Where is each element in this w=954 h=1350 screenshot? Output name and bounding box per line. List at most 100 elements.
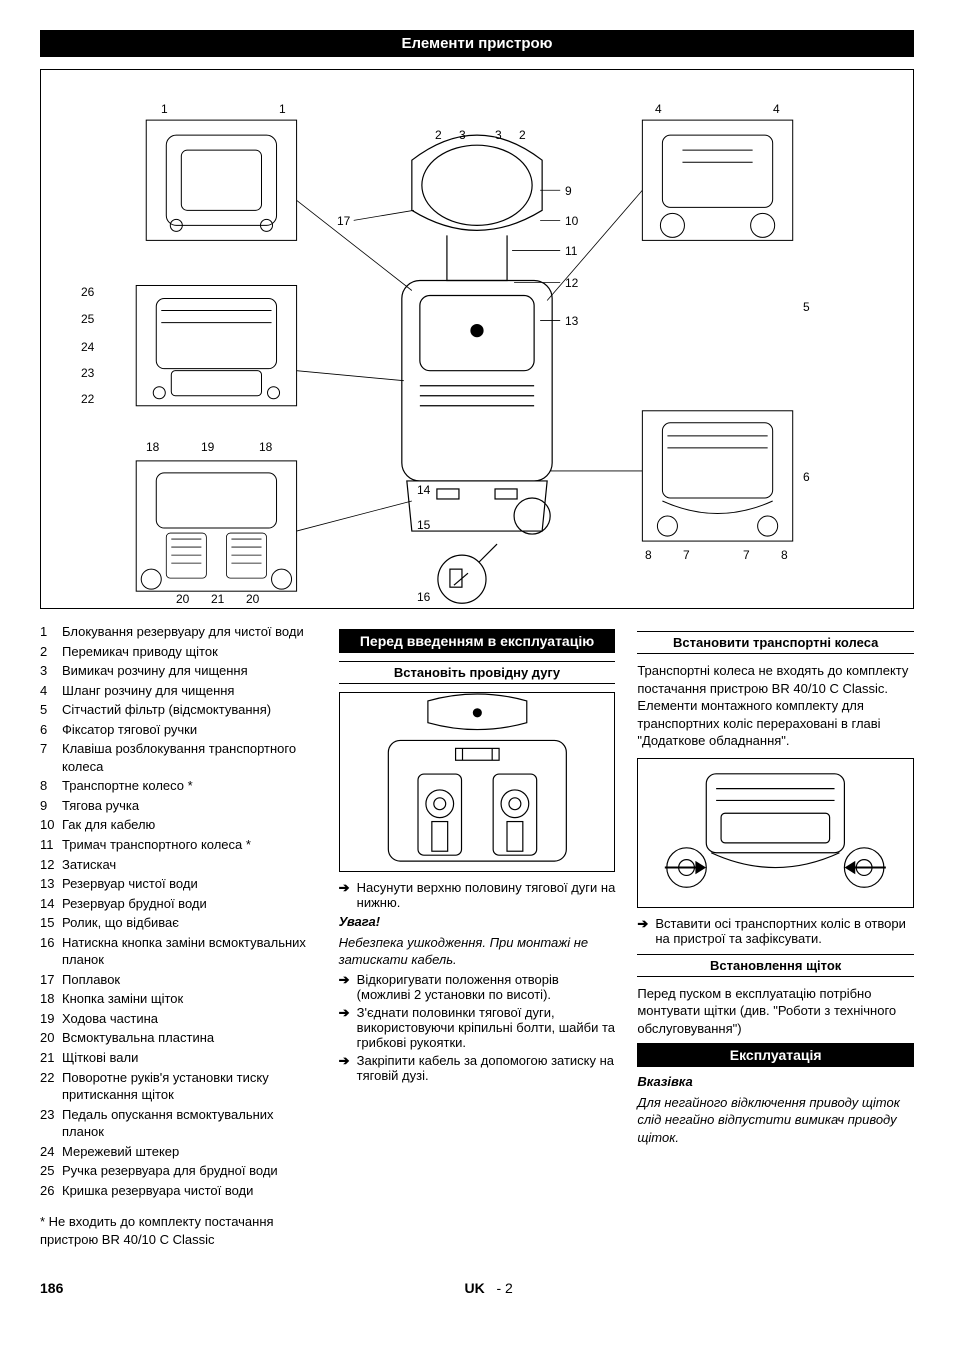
parts-list-column: 1Блокування резервуару для чистої води2П… [40, 623, 317, 1252]
subheading-guide: Встановіть провідну дугу [339, 661, 616, 684]
callout: 25 [81, 312, 94, 326]
parts-list-item: 2Перемикач приводу щіток [40, 643, 317, 661]
part-label: Резервуар чистої води [62, 875, 198, 893]
parts-list-item: 18Кнопка заміни щіток [40, 990, 317, 1008]
part-label: Транспортне колесо * [62, 777, 193, 795]
caution-text: Небезпека ушкодження. При монтажі не зат… [339, 934, 616, 969]
part-label: Натискна кнопка заміни всмоктувальних пл… [62, 934, 317, 969]
parts-list-item: 20Всмоктувальна пластина [40, 1029, 317, 1047]
part-label: Блокування резервуару для чистої води [62, 623, 304, 641]
arrow-icon: ➔ [339, 1053, 357, 1083]
instruction-arrow: ➔ Насунути верхню половину тягової дуги … [339, 880, 616, 910]
parts-list-item: 5Сітчастий фільтр (відсмоктування) [40, 701, 317, 719]
part-label: Фіксатор тягової ручки [62, 721, 197, 739]
part-label: Ручка резервуара для брудної води [62, 1162, 278, 1180]
part-number: 9 [40, 797, 62, 815]
callout: 4 [773, 102, 780, 116]
part-label: Сітчастий фільтр (відсмоктування) [62, 701, 271, 719]
instruction-text: Закріпити кабель за допомогою затиску на… [357, 1053, 616, 1083]
parts-list-item: 8Транспортне колесо * [40, 777, 317, 795]
callout: 4 [655, 102, 662, 116]
part-label: Кришка резервуара чистої води [62, 1182, 253, 1200]
instruction-text: Вставити осі транспортних коліс в отвори… [655, 916, 914, 946]
arrow-icon: ➔ [637, 916, 655, 946]
parts-list-item: 22Поворотне руків'я установки тиску прит… [40, 1069, 317, 1104]
instruction-arrow: ➔ Відкоригувати положення отворів (можли… [339, 972, 616, 1002]
part-number: 22 [40, 1069, 62, 1104]
part-number: 2 [40, 643, 62, 661]
callout: 23 [81, 366, 94, 380]
arrow-icon: ➔ [339, 1005, 357, 1050]
part-number: 15 [40, 914, 62, 932]
caution-label: Увага! [339, 914, 380, 929]
part-label: Клавіша розблокування транспортного коле… [62, 740, 317, 775]
part-number: 14 [40, 895, 62, 913]
part-label: Тримач транспортного колеса * [62, 836, 251, 854]
part-number: 18 [40, 990, 62, 1008]
instruction-text: Насунути верхню половину тягової дуги на… [357, 880, 616, 910]
parts-list-item: 6Фіксатор тягової ручки [40, 721, 317, 739]
part-number: 13 [40, 875, 62, 893]
part-number: 7 [40, 740, 62, 775]
footnote-star: * Не входить до комплекту постачання при… [40, 1213, 317, 1248]
part-number: 12 [40, 856, 62, 874]
right-column: Встановити транспортні колеса Транспортн… [637, 623, 914, 1150]
callout: 26 [81, 285, 94, 299]
callout: 19 [201, 440, 214, 454]
arrow-icon: ➔ [339, 880, 357, 910]
wheels-paragraph: Транспортні колеса не входять до комплек… [637, 662, 914, 750]
part-label: Гак для кабелю [62, 816, 155, 834]
parts-list-item: 24Мережевий штекер [40, 1143, 317, 1161]
callout: 8 [781, 548, 788, 562]
parts-list-item: 12Затискач [40, 856, 317, 874]
callout: 16 [417, 590, 430, 604]
parts-list-item: 15Ролик, що відбиває [40, 914, 317, 932]
callout: 2 [435, 128, 442, 142]
part-label: Затискач [62, 856, 116, 874]
part-number: 8 [40, 777, 62, 795]
callout: 8 [645, 548, 652, 562]
part-number: 5 [40, 701, 62, 719]
part-label: Всмоктувальна пластина [62, 1029, 214, 1047]
callout: 21 [211, 592, 224, 606]
note-text: Для негайного відключення приводу щіток … [637, 1094, 914, 1147]
parts-list-item: 25Ручка резервуара для брудної води [40, 1162, 317, 1180]
subheading-brushes: Встановлення щіток [637, 954, 914, 977]
callout: 14 [417, 483, 430, 497]
callout: 10 [565, 214, 578, 228]
parts-list-item: 9Тягова ручка [40, 797, 317, 815]
parts-list-item: 19Ходова частина [40, 1010, 317, 1028]
parts-list-item: 1Блокування резервуару для чистої води [40, 623, 317, 641]
part-label: Мережевий штекер [62, 1143, 179, 1161]
part-label: Щіткові вали [62, 1049, 138, 1067]
part-number: 19 [40, 1010, 62, 1028]
note-label: Вказівка [637, 1074, 692, 1089]
callout: 9 [565, 184, 572, 198]
page-number-left: 186 [40, 1280, 63, 1296]
parts-list-item: 4Шланг розчину для чищення [40, 682, 317, 700]
callout: 7 [743, 548, 750, 562]
instruction-arrow: ➔ З'єднати половинки тягової дуги, викор… [339, 1005, 616, 1050]
part-label: Тягова ручка [62, 797, 139, 815]
part-label: Ролик, що відбиває [62, 914, 179, 932]
parts-list-item: 10Гак для кабелю [40, 816, 317, 834]
part-number: 20 [40, 1029, 62, 1047]
part-number: 25 [40, 1162, 62, 1180]
part-label: Поплавок [62, 971, 120, 989]
instruction-arrow: ➔ Закріпити кабель за допомогою затиску … [339, 1053, 616, 1083]
parts-list-item: 26Кришка резервуара чистої води [40, 1182, 317, 1200]
parts-list-item: 16Натискна кнопка заміни всмоктувальних … [40, 934, 317, 969]
part-number: 17 [40, 971, 62, 989]
parts-list-item: 3Вимикач розчину для чищення [40, 662, 317, 680]
part-number: 4 [40, 682, 62, 700]
callout: 20 [246, 592, 259, 606]
device-diagram: 1 1 2 3 3 2 4 4 17 9 10 11 12 13 5 6 26 … [40, 69, 914, 609]
part-label: Ходова частина [62, 1010, 158, 1028]
callout: 1 [161, 102, 168, 116]
before-use-column: Перед введенням в експлуатацію Встановіт… [339, 623, 616, 1086]
part-number: 26 [40, 1182, 62, 1200]
heading-before-use: Перед введенням в експлуатацію [339, 629, 616, 653]
part-label: Резервуар брудної води [62, 895, 207, 913]
part-number: 21 [40, 1049, 62, 1067]
callout: 7 [683, 548, 690, 562]
